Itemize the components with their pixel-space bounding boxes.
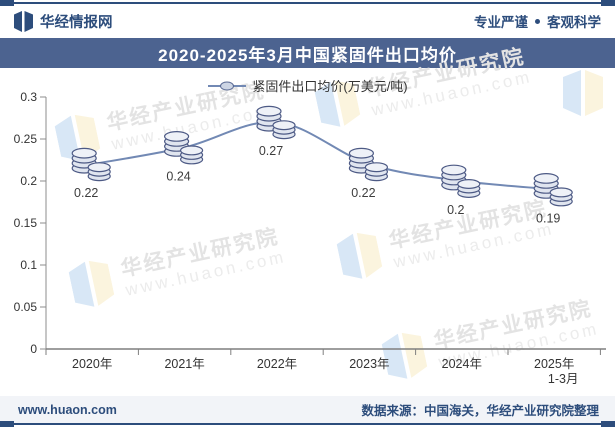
y-tick-label: 0.2 (20, 174, 37, 188)
x-tick-label: 2022年 (257, 357, 297, 371)
y-tick-label: 0.05 (14, 300, 38, 314)
y-tick-label: 0.15 (14, 216, 38, 230)
top-border (0, 2, 615, 4)
coin-stack-marker (256, 105, 296, 140)
value-label: 0.22 (74, 186, 98, 200)
y-axis: 0 0.05 0.1 0.15 0.2 0.25 0.3 (14, 90, 47, 356)
value-label: 0.19 (536, 211, 560, 225)
y-tick-label: 0.25 (14, 132, 38, 146)
chart-title: 2020-2025年3月中国紧固件出口均价 (158, 45, 457, 65)
brand: 华经情报网 (14, 10, 113, 32)
slogan: 专业严谨 客观科学 (474, 11, 601, 31)
brand-name: 华经情报网 (40, 14, 113, 31)
bottom-border (0, 423, 615, 425)
x-tick-label: 2025年 (534, 357, 574, 371)
x-tick-label: 2023年 (349, 357, 389, 371)
huaon-logo-icon (14, 10, 33, 32)
x-tick-label: 2024年 (442, 357, 482, 371)
slogan-left: 专业严谨 (474, 15, 528, 30)
x-tick-label: 2021年 (164, 357, 204, 371)
coin-stack-marker (533, 173, 573, 207)
value-label: 0.27 (259, 144, 283, 158)
y-tick-label: 0 (30, 342, 37, 356)
footer: www.huaon.com 数据来源：中国海关，华经产业研究院整理 (0, 396, 615, 423)
footer-website: www.huaon.com (18, 402, 117, 417)
header: 华经情报网 专业严谨 客观科学 (0, 6, 615, 36)
coin-stack-marker (348, 147, 388, 182)
x-tick-label: 2020年 (72, 357, 112, 371)
y-tick-label: 0.3 (20, 90, 37, 104)
coin-stack-marker (164, 131, 204, 165)
value-label: 0.2 (447, 203, 464, 217)
top-left-corner-block (0, 0, 14, 6)
legend-item[interactable]: 紧固件出口均价(万美元/吨) (0, 76, 615, 95)
x-tick-sublabel: 1-3月 (548, 372, 579, 386)
chart-title-bar: 2020-2025年3月中国紧固件出口均价 (0, 38, 615, 68)
bottom-left-corner-block (0, 421, 14, 427)
series-line (92, 121, 555, 191)
value-label: 0.24 (166, 169, 190, 183)
coin-stack-marker (71, 147, 111, 182)
legend-marker-icon (208, 81, 247, 90)
coin-stack-marker (441, 164, 481, 199)
chart-area: 华经产业研究院 www.huaon.com 华经产业研究院 www.huaon.… (0, 45, 615, 396)
top-right-corner-block (601, 0, 615, 6)
y-tick-label: 0.1 (20, 258, 37, 272)
legend-label: 紧固件出口均价(万美元/吨) (252, 79, 408, 94)
slogan-right: 客观科学 (547, 15, 601, 30)
value-label: 0.22 (351, 186, 375, 200)
bottom-right-corner-block (601, 421, 615, 427)
slogan-dot-icon (535, 18, 540, 24)
footer-data-source: 数据来源：中国海关，华经产业研究院整理 (361, 404, 599, 418)
